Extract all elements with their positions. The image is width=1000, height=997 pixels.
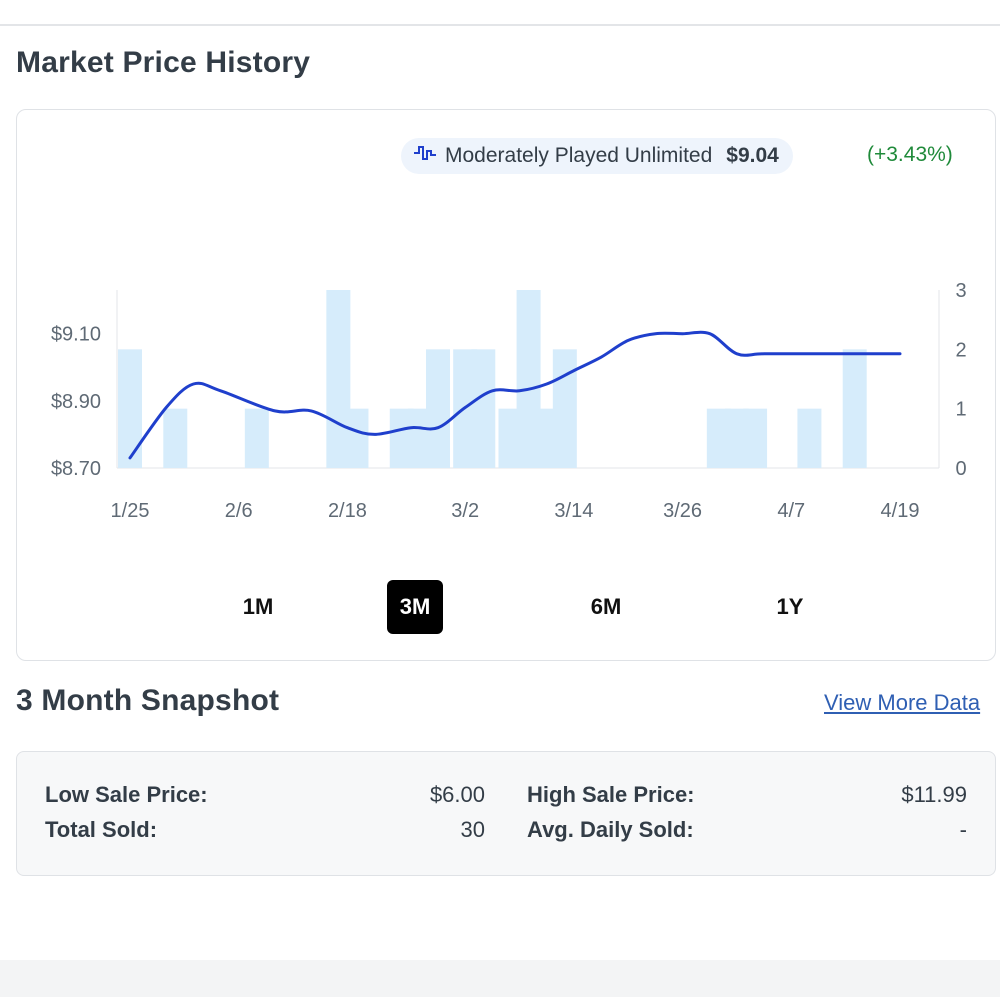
range-3m-button[interactable]: 3M bbox=[387, 580, 443, 634]
price-history-chart: $9.10 $8.90 $8.70 3 2 1 0 1/25 2/6 2/18 3/2 3/14 3/2… bbox=[51, 280, 967, 522]
y-left-tick-label: $8.90 bbox=[51, 391, 101, 413]
volume-bar bbox=[552, 349, 577, 468]
avg-daily-sold-label: Avg. Daily Sold: bbox=[527, 817, 694, 842]
x-tick-label: 3/2 bbox=[451, 500, 479, 522]
volume-bar bbox=[426, 349, 450, 468]
volume-bar bbox=[344, 408, 369, 468]
volume-bar bbox=[118, 349, 142, 468]
x-tick-label: 3/14 bbox=[554, 500, 593, 522]
avg-daily-sold-value: - bbox=[959, 817, 967, 842]
low-sale-price-value: $6.00 bbox=[429, 782, 485, 807]
x-tick-label: 2/6 bbox=[225, 500, 253, 522]
x-tick-label: 4/7 bbox=[777, 500, 805, 522]
footer-band bbox=[0, 960, 1000, 997]
volume-bar bbox=[163, 408, 188, 468]
x-tick-label: 1/25 bbox=[111, 500, 150, 522]
volume-bar bbox=[842, 349, 867, 468]
price-change-badge: (+3.43%) bbox=[867, 143, 953, 166]
view-more-data-link[interactable]: View More Data bbox=[824, 690, 981, 715]
volume-bar bbox=[797, 408, 822, 468]
market-price-history-title: Market Price History bbox=[16, 46, 311, 79]
y-left-tick-label: $9.10 bbox=[51, 324, 101, 346]
price-history-card: Moderately Played Unlimited $9.04 (+3.43… bbox=[16, 109, 996, 661]
line-series-icon bbox=[413, 143, 437, 169]
y-right-tick-label: 0 bbox=[955, 458, 966, 480]
range-selector: 1M 3M 6M 1Y bbox=[17, 580, 997, 636]
snapshot-card: Low Sale Price: $6.00 High Sale Price: $… bbox=[16, 751, 996, 876]
high-sale-price-value: $11.99 bbox=[901, 782, 967, 807]
series-legend-price: $9.04 bbox=[726, 144, 779, 167]
high-sale-price-label: High Sale Price: bbox=[527, 782, 695, 807]
series-legend[interactable]: Moderately Played Unlimited $9.04 bbox=[401, 138, 793, 174]
price-line bbox=[128, 330, 902, 460]
top-divider bbox=[0, 0, 1000, 26]
x-tick-label: 2/18 bbox=[328, 500, 367, 522]
volume-bar bbox=[471, 349, 496, 468]
y-right-tick-label: 1 bbox=[955, 399, 966, 421]
total-sold-label: Total Sold: bbox=[45, 817, 158, 842]
range-1m-button[interactable]: 1M bbox=[231, 580, 285, 634]
series-legend-name: Moderately Played Unlimited bbox=[445, 144, 713, 167]
range-1y-button[interactable]: 1Y bbox=[763, 580, 817, 634]
snapshot-title: 3 Month Snapshot bbox=[16, 684, 280, 717]
y-right-tick-label: 2 bbox=[955, 339, 966, 361]
x-tick-label: 4/19 bbox=[881, 500, 920, 522]
x-tick-label: 3/26 bbox=[663, 500, 702, 522]
volume-bar bbox=[743, 408, 768, 468]
y-left-tick-label: $8.70 bbox=[51, 458, 101, 480]
y-right-tick-label: 3 bbox=[955, 280, 966, 302]
range-6m-button[interactable]: 6M bbox=[579, 580, 633, 634]
total-sold-value: 30 bbox=[460, 817, 485, 842]
low-sale-price-label: Low Sale Price: bbox=[45, 782, 208, 807]
volume-bar bbox=[244, 408, 269, 468]
